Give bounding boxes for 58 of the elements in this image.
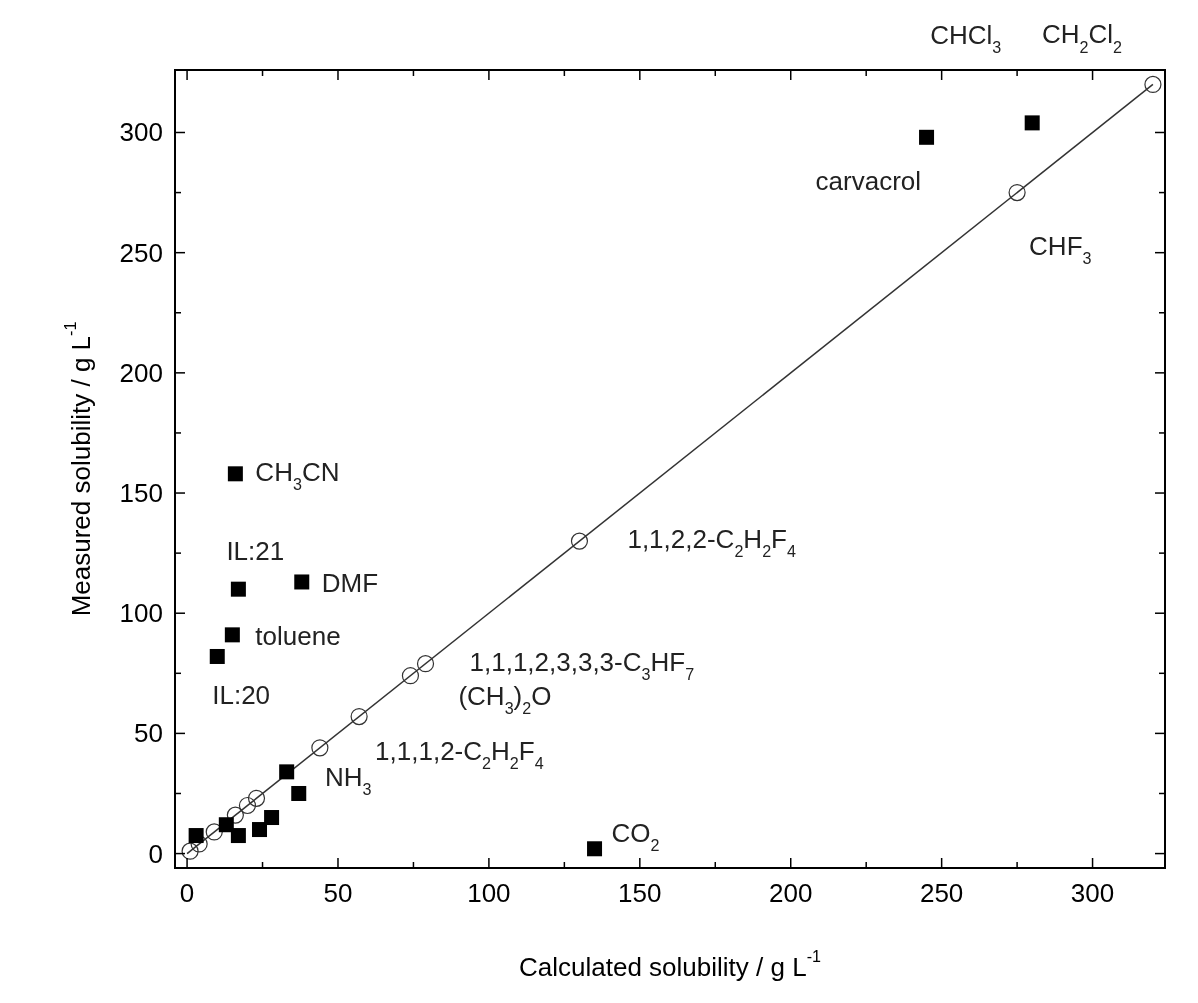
point: [252, 822, 268, 838]
point: [264, 810, 280, 826]
annotation: 1,1,2,2-C$_{2}$H$_{2}$F$_{4}$: [627, 524, 797, 561]
annotation: 1,1,1,2-C$_{2}$H$_{2}$F$_{4}$: [375, 735, 544, 772]
annotation: toluene: [255, 620, 341, 651]
point: [291, 785, 307, 801]
point: [311, 739, 329, 757]
point: [587, 841, 603, 857]
point: [401, 667, 420, 685]
x-tick-label: 150: [618, 878, 662, 908]
point: [227, 466, 243, 482]
annotation: IL:20: [212, 680, 271, 711]
annotation: CHCl$_{3}$: [930, 19, 1002, 56]
point: [230, 581, 246, 597]
point: [218, 817, 234, 833]
annotation: CO$_{2}$: [611, 817, 660, 854]
x-tick-label: 50: [323, 878, 353, 908]
y-tick-label: 150: [119, 478, 163, 509]
x-tick-label: 250: [919, 878, 964, 908]
y-tick-label: 300: [119, 117, 163, 148]
point: [190, 835, 208, 853]
point: [230, 828, 246, 844]
point: [226, 806, 244, 824]
x-tick-label: 100: [467, 878, 511, 908]
annotation: CH$_{3}$CN: [255, 456, 340, 493]
point: [181, 842, 199, 860]
annotation: DMF: [321, 567, 379, 598]
point: [350, 707, 368, 726]
x-axis-title: Calculated solubility / g L$^{-1}$: [519, 946, 822, 982]
point: [188, 828, 204, 844]
point: [1008, 183, 1026, 202]
point: [238, 796, 257, 815]
annotation: (CH$_{3}$)$_{2}$O: [458, 680, 552, 717]
point: [205, 823, 223, 841]
point: [209, 648, 225, 664]
x-tick-label: 300: [1070, 878, 1115, 908]
point: [279, 764, 295, 780]
y-tick-label: 250: [119, 237, 163, 268]
annotation: CHF$_{3}$: [1029, 230, 1092, 267]
y-tick-label: 100: [119, 598, 163, 629]
annotation: IL:21: [226, 536, 285, 567]
y-tick-label: 50: [134, 718, 163, 749]
y-tick-label: 0: [148, 838, 163, 869]
point: [1024, 115, 1040, 131]
point: [1144, 75, 1162, 94]
point: [570, 532, 589, 550]
annotation: NH$_{3}$: [324, 761, 372, 798]
annotation: CH$_{2}$Cl$_{2}$: [1041, 19, 1123, 56]
point: [294, 574, 310, 590]
point: [247, 789, 266, 807]
x-tick-label: 200: [769, 878, 813, 908]
x-tick-label: 0: [179, 878, 195, 908]
point: [416, 655, 435, 673]
point: [919, 129, 935, 145]
y-tick-label: 200: [119, 357, 163, 388]
annotation: carvacrol: [815, 166, 922, 197]
annotation: 1,1,1,2,3,3,3-C$_{3}$HF$_{7}$: [469, 646, 695, 683]
point: [224, 627, 240, 643]
